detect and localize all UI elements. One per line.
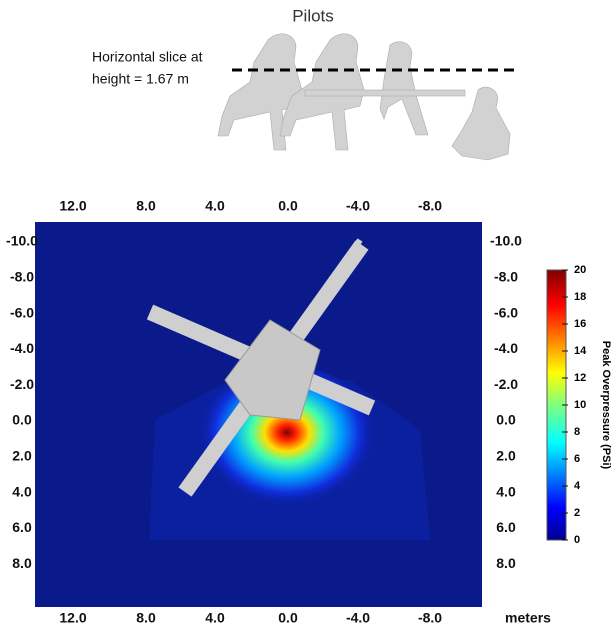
x-tick-label: -8.0 xyxy=(418,610,442,626)
x-tick-label: 8.0 xyxy=(136,198,156,214)
colorbar-tick-label: 8 xyxy=(574,426,580,438)
pilot-figures xyxy=(217,33,511,161)
y-tick-label: 6.0 xyxy=(496,519,516,535)
x-tick-label: -8.0 xyxy=(418,198,442,214)
y-tick-label: -10.0 xyxy=(6,233,38,249)
y-tick-label: -10.0 xyxy=(490,233,522,249)
y-tick-label: 4.0 xyxy=(12,483,32,499)
x-tick-label: 4.0 xyxy=(205,198,225,214)
y-tick-label: 4.0 xyxy=(496,483,516,499)
y-tick-label: 2.0 xyxy=(496,448,516,464)
y-tick-label: 0.0 xyxy=(12,412,32,428)
y-tick-label: -2.0 xyxy=(494,376,518,392)
annotation: Horizontal slice at xyxy=(92,49,203,65)
y-tick-label: -4.0 xyxy=(494,340,518,356)
colorbar-tick-label: 16 xyxy=(574,318,586,330)
y-tick-label: 6.0 xyxy=(12,519,32,535)
colorbar-tick-label: 4 xyxy=(574,480,581,492)
x-tick-label: 4.0 xyxy=(205,610,225,626)
colorbar-tick-label: 14 xyxy=(574,345,587,357)
x-tick-label: 0.0 xyxy=(278,198,298,214)
unit-label: meters xyxy=(505,610,551,626)
x-tick-label: 0.0 xyxy=(278,610,298,626)
colorbar-tick-label: 6 xyxy=(574,453,580,465)
y-tick-label: 8.0 xyxy=(496,555,516,571)
x-tick-label: 12.0 xyxy=(59,610,86,626)
x-tick-label: 8.0 xyxy=(136,610,156,626)
x-tick-label: 12.0 xyxy=(59,198,86,214)
y-tick-label: -8.0 xyxy=(10,269,34,285)
y-tick-label: -2.0 xyxy=(10,376,34,392)
annotation: height = 1.67 m xyxy=(92,71,189,87)
y-tick-label: 2.0 xyxy=(12,448,32,464)
y-tick-label: -8.0 xyxy=(494,269,518,285)
y-tick-label: 8.0 xyxy=(12,555,32,571)
y-tick-label: 0.0 xyxy=(496,412,516,428)
colorbar-tick-label: 20 xyxy=(574,264,586,276)
colorbar-tick-label: 2 xyxy=(574,507,580,519)
colorbar-tick-label: 0 xyxy=(574,534,580,546)
labels: 12.0 8.0 4.0 0.0 -4.0 -8.0 12.0 8.0 4.0 0.0 -4.0 -8… xyxy=(6,198,587,626)
y-tick-label: -4.0 xyxy=(10,340,34,356)
title: Pilots xyxy=(292,6,334,25)
colorbar-tick-label: 10 xyxy=(574,399,586,411)
y-tick-label: -6.0 xyxy=(494,304,518,320)
x-tick-label: -4.0 xyxy=(346,610,370,626)
colorbar-tick-label: 18 xyxy=(574,291,586,303)
helicopter xyxy=(146,238,376,497)
x-tick-label: -4.0 xyxy=(346,198,370,214)
colorbar-tick-label: 12 xyxy=(574,372,586,384)
colorbar-label: Peak Overpressure (PSi) xyxy=(600,341,612,470)
y-tick-label: -6.0 xyxy=(10,304,34,320)
